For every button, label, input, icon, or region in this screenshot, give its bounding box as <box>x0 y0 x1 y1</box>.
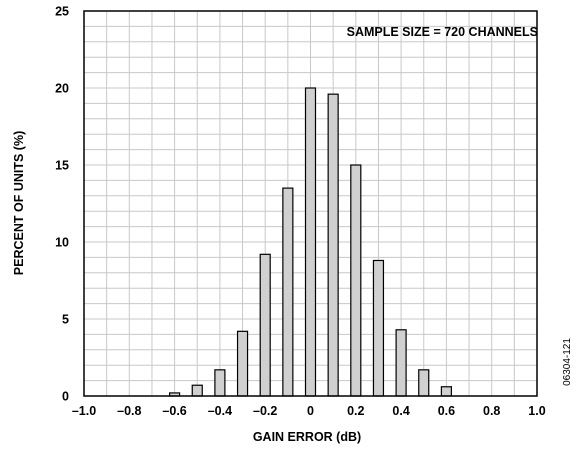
plot-frame <box>83 10 538 397</box>
x-tick-label: 1.0 <box>528 404 545 418</box>
bar <box>259 253 271 397</box>
bar <box>236 330 249 397</box>
bar <box>418 369 430 397</box>
bar-series <box>169 87 452 397</box>
bar <box>440 386 452 397</box>
x-tick-label: 0.2 <box>347 404 364 418</box>
x-axis-title: GAIN ERROR (dB) <box>253 430 361 444</box>
y-axis-tick-labels: 0 5 10 15 20 25 <box>55 5 69 404</box>
bar <box>372 259 385 397</box>
bar <box>282 187 294 397</box>
x-tick-label: 0 <box>307 404 314 418</box>
y-tick-label: 15 <box>55 159 69 173</box>
sample-size-annotation: SAMPLE SIZE = 720 CHANNELS <box>347 25 538 39</box>
x-tick-label: –0.2 <box>253 404 277 418</box>
bar <box>191 384 203 397</box>
bar <box>350 164 362 397</box>
bar <box>304 87 317 397</box>
bar <box>327 93 339 397</box>
figure-id: 06304-121 <box>562 338 573 386</box>
x-tick-label: –0.6 <box>162 404 186 418</box>
y-tick-label: 5 <box>62 313 69 327</box>
y-tick-label: 10 <box>55 236 69 250</box>
x-tick-label: 0.6 <box>438 404 455 418</box>
y-tick-label: 25 <box>55 5 69 19</box>
y-tick-label: 20 <box>55 82 69 96</box>
x-tick-label: 0.4 <box>392 404 409 418</box>
x-tick-label: –0.8 <box>117 404 141 418</box>
x-tick-label: 0.8 <box>483 404 500 418</box>
bar <box>214 369 226 397</box>
bar <box>395 329 407 397</box>
x-axis-tick-labels: –1.0 –0.8 –0.6 –0.4 –0.2 0 0.2 0.4 0.6 0.8 1.0 <box>72 404 546 418</box>
y-tick-label: 0 <box>62 390 69 404</box>
y-axis-title: PERCENT OF UNITS (%) <box>12 131 26 275</box>
x-tick-label: –0.4 <box>208 404 232 418</box>
x-tick-label: –1.0 <box>72 404 96 418</box>
